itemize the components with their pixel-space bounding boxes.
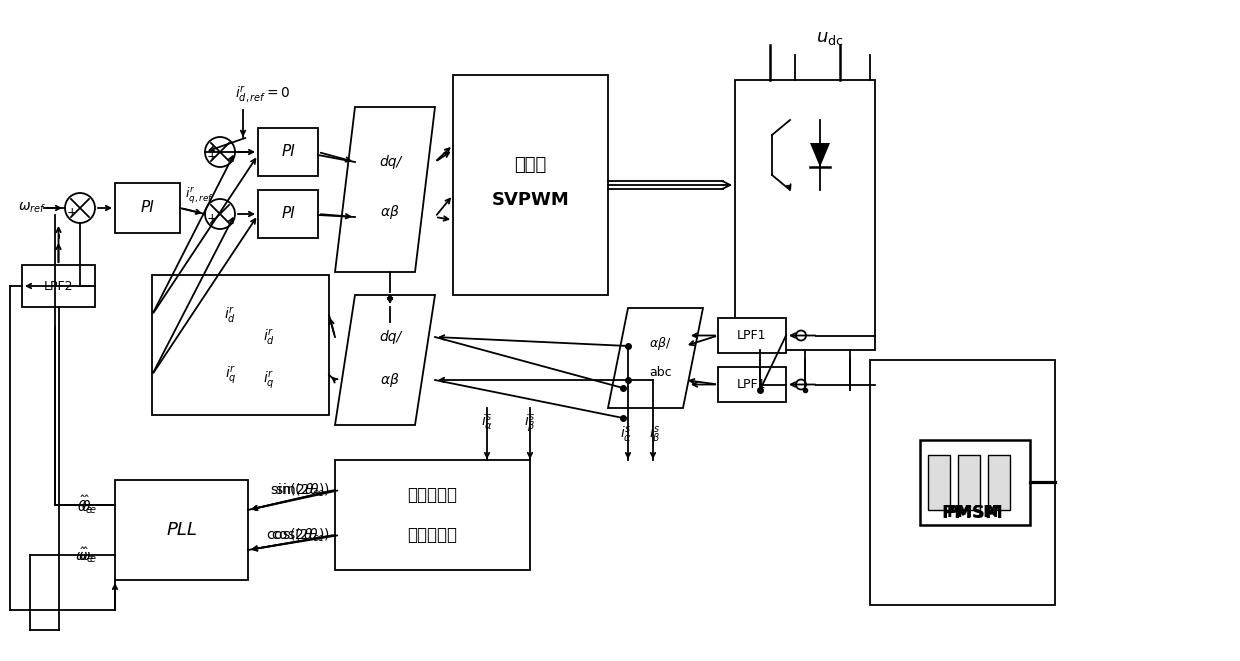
Text: 取并标幺化: 取并标幺化 (408, 526, 458, 544)
Text: PI: PI (140, 200, 154, 215)
Text: PMSM: PMSM (946, 505, 998, 520)
Bar (258, 128, 317, 176)
Polygon shape (608, 308, 703, 408)
Text: $\hat{\omega}_e$: $\hat{\omega}_e$ (76, 545, 94, 564)
Bar (718, 367, 786, 402)
Text: $i^s_\beta$: $i^s_\beta$ (525, 412, 536, 434)
Text: $i^r_{q,ref}$: $i^r_{q,ref}$ (185, 186, 213, 206)
Text: SVPWM: SVPWM (491, 191, 569, 209)
Text: dq/: dq/ (379, 155, 401, 169)
Bar (988, 455, 1011, 510)
Text: +: + (67, 206, 77, 219)
Text: $\alpha\beta$: $\alpha\beta$ (381, 371, 399, 389)
Text: PI: PI (281, 145, 295, 159)
Bar (115, 480, 248, 580)
Text: $i^r_d$: $i^r_d$ (224, 305, 237, 325)
Bar (258, 190, 317, 238)
Bar (920, 440, 1030, 525)
Text: -: - (223, 160, 227, 170)
Circle shape (205, 137, 236, 167)
Polygon shape (335, 107, 435, 272)
Bar (335, 460, 529, 570)
Text: $i^s_\alpha$: $i^s_\alpha$ (481, 413, 494, 433)
Bar (453, 75, 608, 295)
Circle shape (205, 199, 236, 229)
Text: $i^r_d$: $i^r_d$ (263, 327, 275, 347)
Polygon shape (810, 143, 830, 167)
Text: LPF2: LPF2 (43, 280, 73, 293)
Text: $u_{\rm dc}$: $u_{\rm dc}$ (816, 29, 843, 47)
Text: PMSM: PMSM (941, 504, 1003, 522)
Bar (928, 455, 950, 510)
Text: $\hat{\omega}_e$: $\hat{\omega}_e$ (78, 545, 97, 564)
Text: $\omega_{ref}$: $\omega_{ref}$ (19, 201, 46, 215)
Text: $\hat{\theta}_e$: $\hat{\theta}_e$ (77, 494, 93, 516)
Bar (22, 265, 95, 307)
Text: LPF1: LPF1 (738, 329, 766, 342)
Bar (153, 275, 329, 415)
Text: 非对称: 非对称 (515, 156, 547, 174)
Text: $\cos(2\theta_e)$: $\cos(2\theta_e)$ (267, 526, 325, 544)
Text: $\alpha\beta/$: $\alpha\beta/$ (650, 334, 672, 352)
Text: $i^r_{d,ref}=0$: $i^r_{d,ref}=0$ (236, 85, 290, 105)
Text: PLL: PLL (166, 521, 197, 539)
Bar (115, 183, 180, 233)
Text: $\sin(2\theta_e)$: $\sin(2\theta_e)$ (275, 481, 330, 498)
Bar (870, 360, 1055, 605)
Text: $\cos(2\theta_e)$: $\cos(2\theta_e)$ (272, 526, 330, 544)
Circle shape (64, 193, 95, 223)
Bar (959, 455, 980, 510)
Text: abc: abc (650, 366, 672, 379)
Text: 位置信息提: 位置信息提 (408, 486, 458, 504)
Text: -: - (83, 216, 87, 226)
Text: $i^r_q$: $i^r_q$ (224, 364, 237, 386)
Text: PI: PI (281, 206, 295, 221)
Text: +: + (207, 212, 217, 225)
Text: $i^s_\alpha$: $i^s_\alpha$ (620, 425, 632, 445)
Text: $i^s_\beta$: $i^s_\beta$ (649, 424, 661, 446)
Bar (735, 80, 875, 350)
Text: LPF1: LPF1 (738, 378, 766, 391)
Text: dq/: dq/ (379, 330, 401, 344)
Text: $\alpha\beta$: $\alpha\beta$ (381, 203, 399, 221)
Text: $i^r_q$: $i^r_q$ (263, 369, 275, 391)
Polygon shape (335, 295, 435, 425)
Text: -: - (223, 222, 227, 232)
Text: $\hat{\theta}_e$: $\hat{\theta}_e$ (81, 494, 97, 516)
Text: $\sin(2\theta_e)$: $\sin(2\theta_e)$ (270, 481, 325, 498)
Text: +: + (207, 151, 217, 163)
Bar (718, 318, 786, 353)
